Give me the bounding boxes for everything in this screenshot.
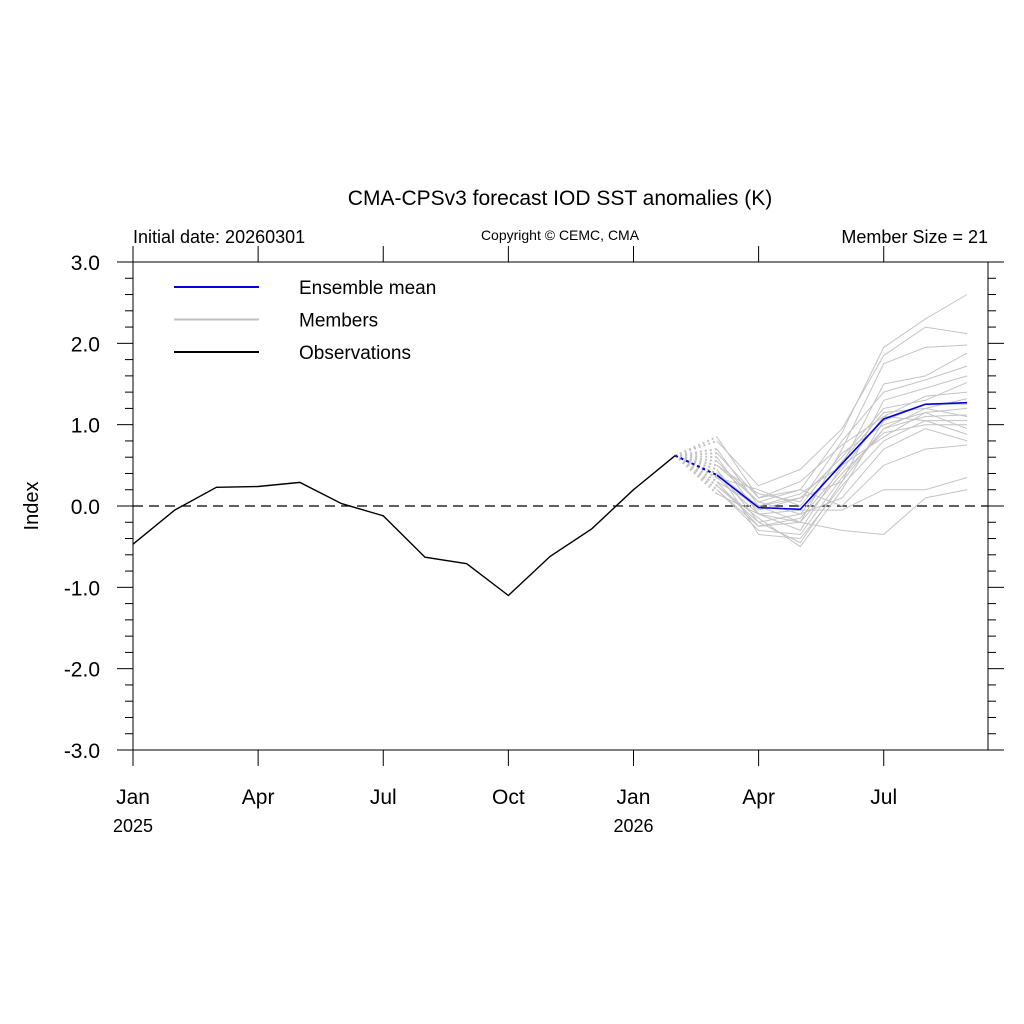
chart-title: CMA-CPSv3 forecast IOD SST anomalies (K) <box>348 187 772 210</box>
x-tick-label: Jul <box>870 786 897 809</box>
legend-label: Ensemble mean <box>299 278 436 299</box>
x-year-label: 2025 <box>113 816 153 836</box>
x-tick-label: Jul <box>370 786 397 809</box>
members-series <box>674 294 968 548</box>
legend-label: Observations <box>299 343 411 364</box>
member-line-initial <box>675 448 718 457</box>
member-line <box>716 489 968 536</box>
member-line-initial <box>674 454 718 487</box>
member-line-initial <box>674 439 718 457</box>
ensemble-mean-line <box>716 401 968 511</box>
y-tick-label: 1.0 <box>71 415 100 438</box>
y-tick-label: -2.0 <box>64 659 100 682</box>
member-line-initial <box>675 452 717 457</box>
initial-date-label: Initial date: 20260301 <box>133 227 305 247</box>
member-line <box>716 381 968 511</box>
observations-line <box>132 455 676 597</box>
member-line <box>716 326 968 487</box>
member-line <box>716 477 968 515</box>
member-line-initial <box>674 454 718 483</box>
series-lines <box>132 401 968 597</box>
member-line-initial <box>674 454 718 491</box>
x-tick-label: Jan <box>116 786 150 809</box>
member-line <box>716 444 968 507</box>
member-size-label: Member Size = 21 <box>841 227 988 247</box>
y-tick-label: -3.0 <box>64 740 100 763</box>
y-tick-label: 3.0 <box>71 252 100 275</box>
y-axis-label: Index <box>21 482 43 531</box>
member-line <box>716 365 968 503</box>
x-year-label: 2026 <box>613 816 653 836</box>
x-tick-label: Jan <box>617 786 651 809</box>
member-line <box>716 414 968 536</box>
member-line-initial <box>675 454 718 463</box>
y-tick-label: -1.0 <box>64 577 100 600</box>
member-line-initial <box>674 454 718 471</box>
x-tick-label: Apr <box>742 786 775 809</box>
legend-label: Members <box>299 311 378 332</box>
member-line <box>716 407 968 507</box>
x-tick-label: Oct <box>492 786 525 809</box>
axes: 3.0 2.0 1.0 0.0 -1.0 -2.0 -3.0 Jan 2025 Apr Jul Oct… <box>64 246 1004 836</box>
legend: Ensemble mean Members Observations <box>174 278 436 364</box>
y-tick-label: 2.0 <box>71 333 100 356</box>
x-tick-label: Apr <box>242 786 275 809</box>
member-line-initial <box>674 454 718 467</box>
member-line <box>716 420 968 540</box>
ensemble-mean-initial <box>674 454 718 477</box>
y-tick-label: 0.0 <box>71 496 100 519</box>
copyright-label: Copyright © CEMC, CMA <box>481 227 640 243</box>
member-line <box>716 428 968 523</box>
